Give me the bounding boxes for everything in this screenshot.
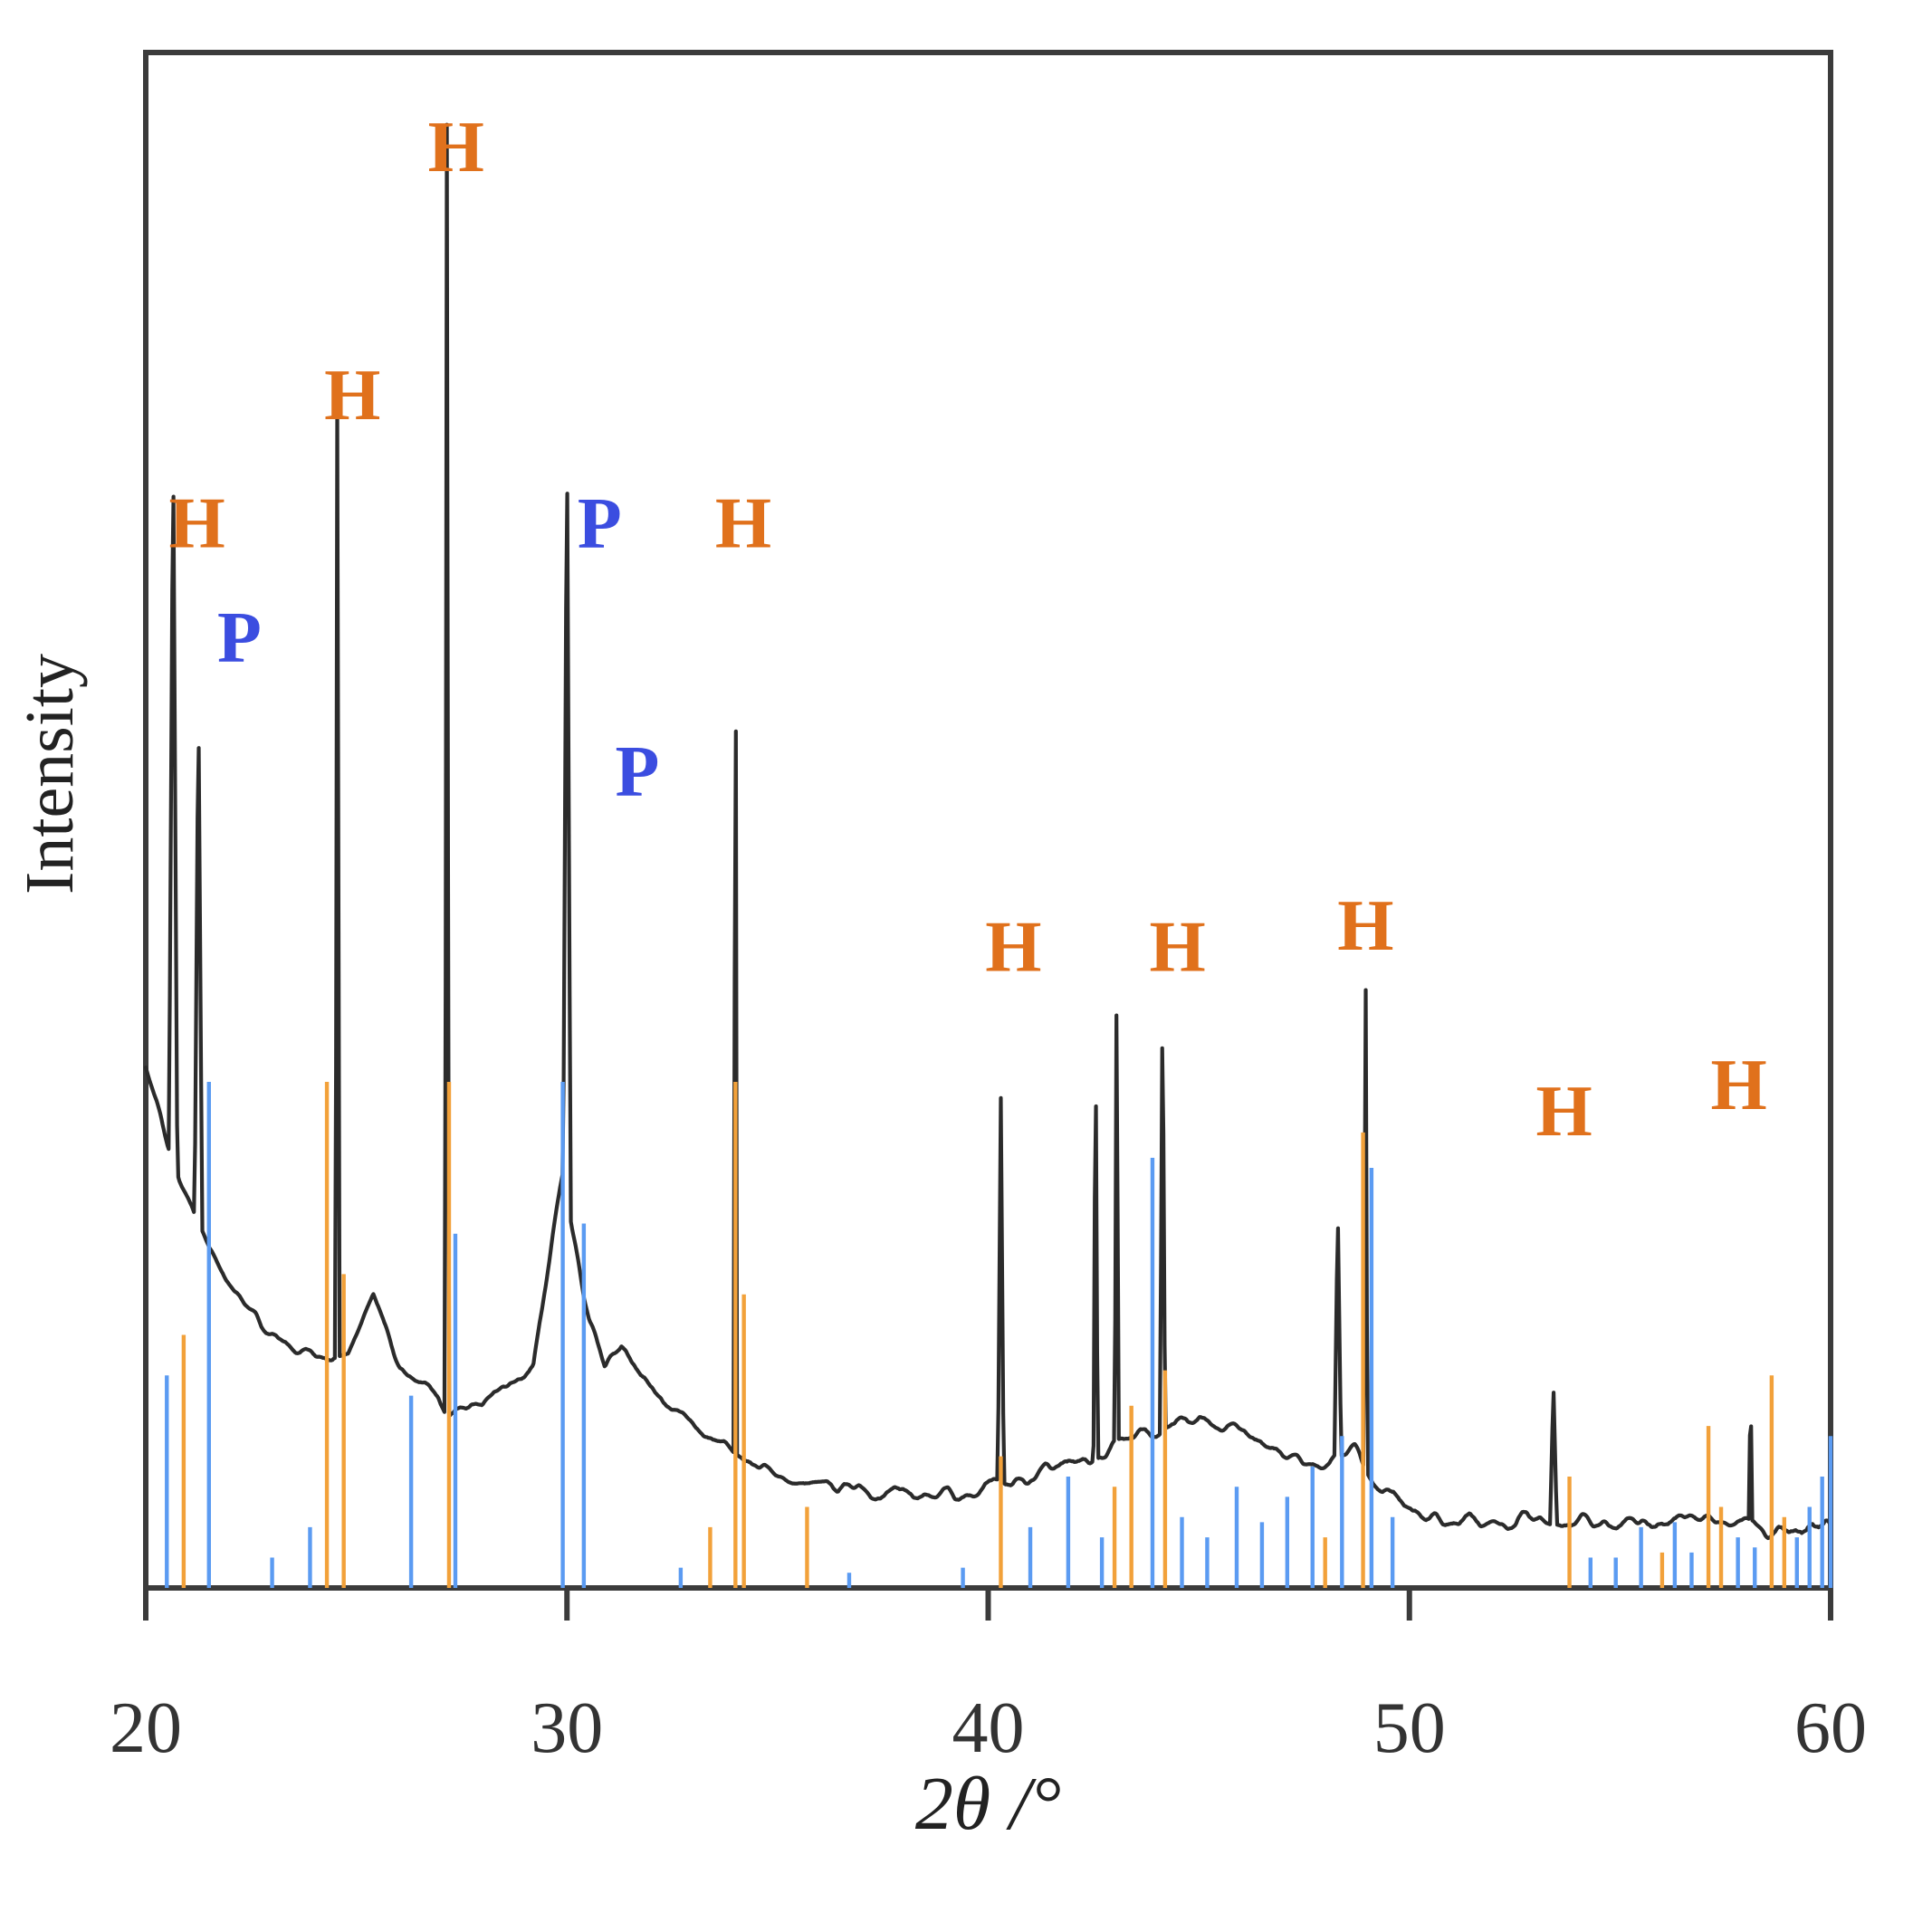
svg-text:H: H	[428, 108, 484, 187]
svg-text:H: H	[1150, 908, 1206, 988]
svg-text:30: 30	[531, 1688, 603, 1768]
svg-text:Intensity: Intensity	[12, 654, 88, 894]
svg-text:H: H	[324, 356, 380, 435]
svg-text:H: H	[169, 483, 225, 563]
svg-text:P: P	[578, 483, 622, 563]
svg-text:H: H	[985, 908, 1041, 988]
svg-text:20: 20	[110, 1688, 182, 1768]
svg-text:60: 60	[1794, 1688, 1867, 1768]
svg-text:50: 50	[1373, 1688, 1446, 1768]
svg-text:H: H	[1337, 886, 1393, 966]
svg-text:H: H	[715, 483, 771, 563]
svg-text:P: P	[616, 732, 660, 811]
svg-text:H: H	[1711, 1046, 1767, 1125]
svg-text:P: P	[217, 598, 262, 678]
svg-text:40: 40	[952, 1688, 1025, 1768]
svg-text:H: H	[1535, 1072, 1592, 1152]
svg-text:2θ /°: 2θ /°	[915, 1762, 1061, 1846]
